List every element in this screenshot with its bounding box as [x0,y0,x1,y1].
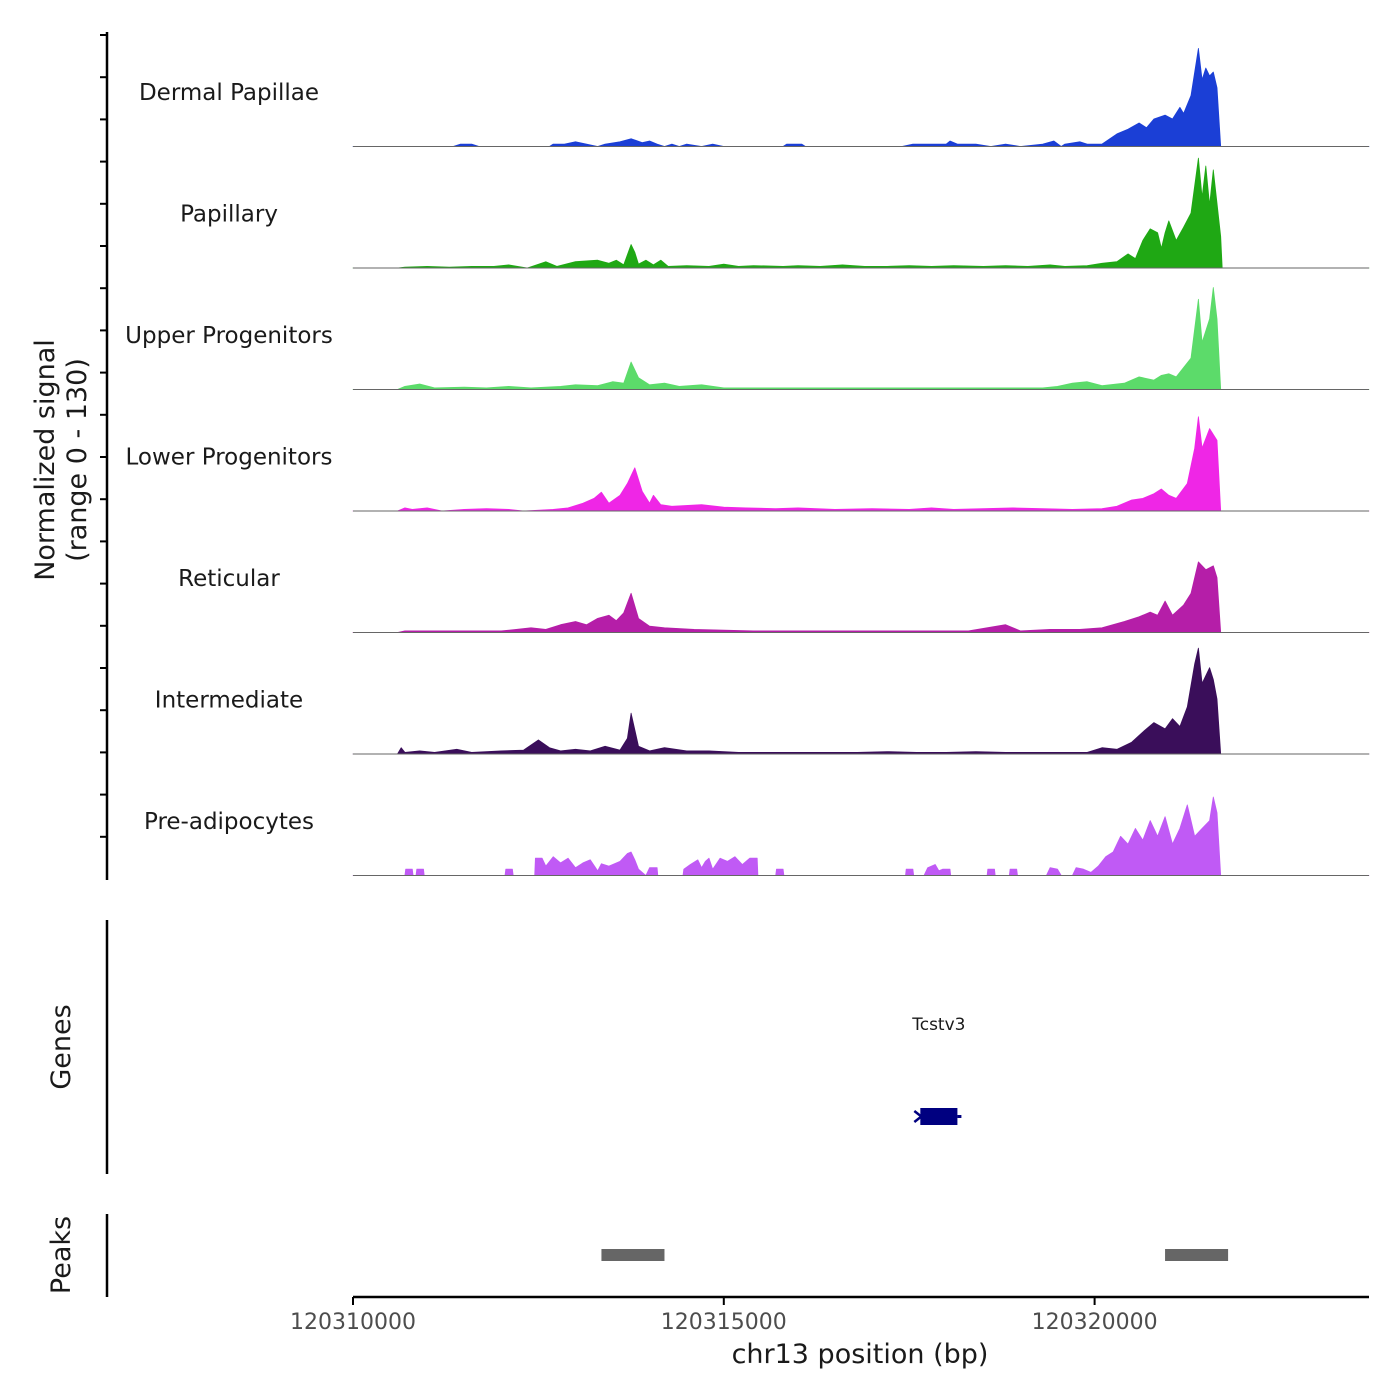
coverage-tracks: Dermal Papillae Papillary Upper Progenitor… [125,48,1370,876]
x-axis-tick-label: 120310000 [290,1310,416,1335]
x-axis-label: chr13 position (bp) [732,1339,989,1370]
y-axis-label-line1: Normalized signal [30,339,61,581]
track-label: Reticular [178,566,280,592]
x-axis-tick-label: 120315000 [661,1310,787,1335]
track-signal-area [352,48,1370,147]
track-pre-adipocytes: Pre-adipocytes [144,796,1370,876]
peaks-panel [601,1249,1229,1261]
track-reticular: Reticular [178,561,1370,633]
x-axis-tick-label: 120320000 [1032,1310,1158,1335]
track-signal-area [352,561,1370,633]
genes-panel: Tcstv3 [911,1015,965,1125]
coverage-axis-ticks [100,34,107,838]
gene-exon [920,1108,958,1125]
track-signal-area [352,796,1370,876]
track-lower-progenitors: Lower Progenitors [126,416,1370,512]
peak-region [1165,1249,1229,1261]
track-papillary: Papillary [180,157,1370,269]
track-label: Upper Progenitors [125,323,333,349]
track-upper-progenitors: Upper Progenitors [125,287,1370,390]
track-signal-area [352,647,1370,755]
track-label: Intermediate [155,688,303,714]
track-signal-area [352,157,1370,269]
track-signal-area [352,416,1370,512]
track-dermal-papillae: Dermal Papillae [139,48,1370,147]
genes-axis-label: Genes [46,1004,77,1089]
track-label: Pre-adipocytes [144,809,314,835]
gene-tcstv3: Tcstv3 [911,1015,965,1125]
track-label: Dermal Papillae [139,80,319,106]
gene-label: Tcstv3 [911,1015,965,1035]
track-label: Papillary [180,202,278,228]
track-signal-area [352,287,1370,390]
peak-region [601,1249,665,1261]
x-axis-ticks: 120310000 120315000 120320000 [290,1297,1158,1335]
y-axis-label-line2: (range 0 - 130) [62,358,93,562]
track-label: Lower Progenitors [126,445,333,471]
gene-strand-arrow [913,1110,924,1123]
track-intermediate: Intermediate [155,647,1370,755]
peaks-axis-label: Peaks [46,1216,77,1294]
